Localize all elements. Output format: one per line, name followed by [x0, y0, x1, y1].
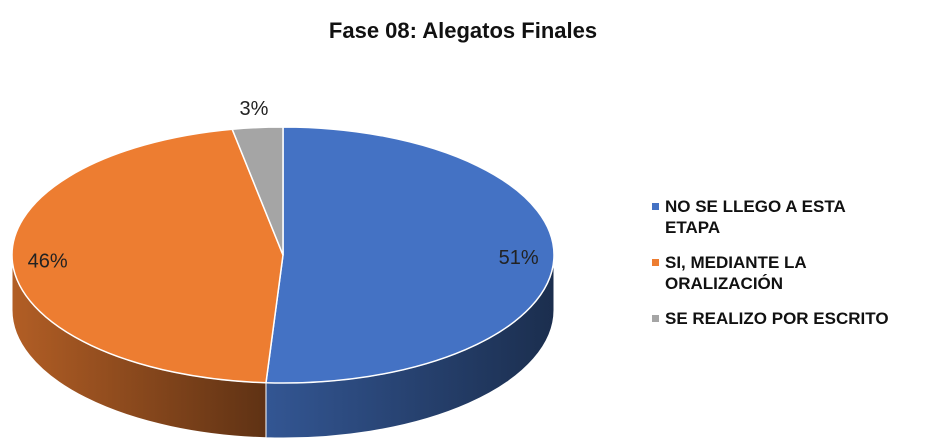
legend-swatch [652, 203, 659, 210]
legend-item: NO SE LLEGO A ESTA ETAPA [652, 196, 902, 238]
pie-slice [231, 126, 284, 256]
chart-title: Fase 08: Alegatos Finales [329, 18, 597, 43]
pie-slice [11, 128, 284, 384]
legend-label: NO SE LLEGO A ESTA ETAPA [665, 197, 846, 237]
legend-label: SI, MEDIANTE LA ORALIZACIÓN [665, 253, 807, 293]
legend-item: SI, MEDIANTE LA ORALIZACIÓN [652, 252, 902, 294]
data-label: 46% [28, 250, 68, 272]
legend-label: SE REALIZO POR ESCRITO [665, 309, 889, 328]
legend: NO SE LLEGO A ESTA ETAPA SI, MEDIANTE LA … [652, 196, 902, 343]
pie-slice [265, 126, 555, 384]
data-label: 3% [239, 98, 268, 120]
legend-item: SE REALIZO POR ESCRITO [652, 308, 902, 329]
data-label: 51% [499, 247, 539, 269]
legend-swatch [652, 259, 659, 266]
legend-swatch [652, 315, 659, 322]
